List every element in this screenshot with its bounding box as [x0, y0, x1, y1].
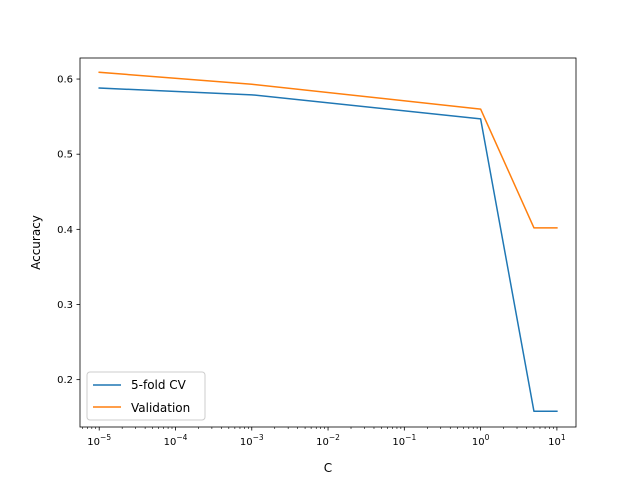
x-tick-label: 10−2: [316, 433, 340, 448]
x-axis-label: C: [324, 461, 332, 475]
series-line-1: [98, 71, 558, 229]
series-layer: [98, 71, 558, 412]
y-tick-label: 0.6: [57, 75, 73, 86]
x-tick-label: 10−5: [87, 433, 111, 448]
x-tick-label: 10−3: [240, 433, 264, 448]
y-axis-label: Accuracy: [29, 215, 43, 270]
x-tick-label: 100: [472, 433, 490, 448]
x-axis: 10−5 10−4 10−3 10−2 10−1 100 101: [81, 427, 566, 448]
y-tick-label: 0.4: [57, 225, 73, 236]
legend-label-validation: Validation: [131, 401, 190, 415]
y-tick-label: 0.3: [57, 300, 73, 311]
x-tick-label: 101: [548, 433, 566, 448]
legend: 5-fold CV Validation: [86, 371, 206, 421]
x-tick-label: 10−1: [392, 433, 416, 448]
legend-box: [86, 371, 206, 421]
y-axis: 0.2 0.3 0.4 0.5 0.6: [57, 75, 80, 386]
y-tick-label: 0.5: [57, 150, 73, 161]
legend-label-5-fold-cv: 5-fold CV: [131, 378, 187, 392]
series-line-0: [98, 87, 558, 412]
y-tick-label: 0.2: [57, 375, 73, 386]
x-tick-label: 10−4: [164, 433, 188, 448]
